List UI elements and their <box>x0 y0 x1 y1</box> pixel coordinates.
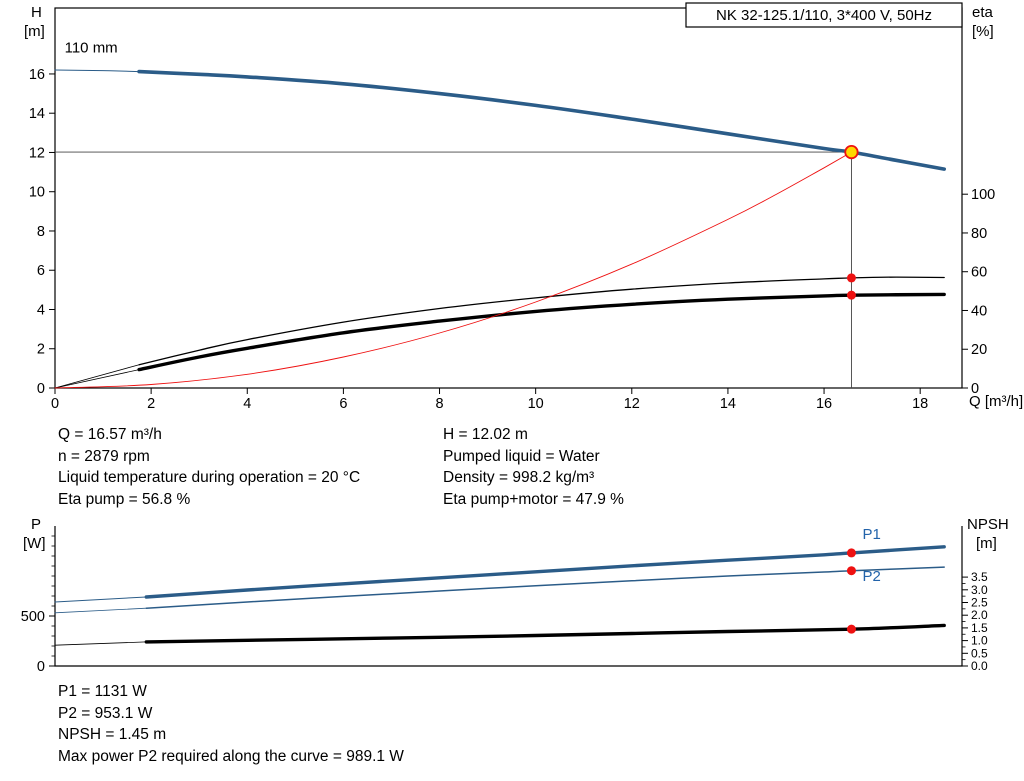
info-line: Density = 998.2 kg/m³ <box>443 469 595 486</box>
info-line: Q = 16.57 m³/h <box>58 426 162 443</box>
y-tick-label: 0 <box>37 659 45 675</box>
chart-title: NK 32-125.1/110, 3*400 V, 50Hz <box>716 7 932 24</box>
y-tick-label: 16 <box>29 67 45 83</box>
power-npsh-chart: 0 500 0.00.51.01.52.02.53.03.5 P1 P2 <box>21 526 988 675</box>
info-line: Max power P2 required along the curve = … <box>58 747 404 765</box>
y-tick-label: 8 <box>37 224 45 240</box>
duty-dot <box>846 548 856 558</box>
y2-tick-label: 1.0 <box>971 634 988 648</box>
info-line: P2 = 953.1 W <box>58 704 153 722</box>
duty-dot <box>846 624 856 634</box>
info-line: NPSH = 1.45 m <box>58 726 167 743</box>
duty-analysis-info: Q = 16.57 m³/h n = 2879 rpm Liquid tempera… <box>58 424 828 510</box>
y-tick-label: 10 <box>29 185 45 201</box>
info-line: Pumped liquid = Water <box>443 447 600 465</box>
info-line: Liquid temperature during operation = 20… <box>58 469 361 486</box>
y-tick-label: 14 <box>29 106 45 122</box>
y-tick-label: 2 <box>37 342 45 358</box>
x-tick-label: 2 <box>147 396 155 412</box>
curve-eta-pump-lead-in <box>54 364 140 389</box>
y2-tick-label: 0 <box>971 381 979 397</box>
x-tick-label: 10 <box>528 396 544 412</box>
power-npsh-info: P1 = 1131 W P2 = 953.1 W NPSH = 1.45 m Max … <box>58 681 404 767</box>
x-tick-label: 4 <box>243 396 251 412</box>
y2-tick-label: 100 <box>971 187 995 203</box>
curve-npsh-curve <box>144 623 946 644</box>
curve-eta-pump-motor-curve <box>137 292 946 372</box>
eta-axis-title: eta <box>972 4 993 21</box>
plot-axes <box>54 526 963 667</box>
x-tick-label: 8 <box>435 396 443 412</box>
p-axis-unit: [W] <box>23 535 46 552</box>
h-axis-unit: [m] <box>24 23 45 40</box>
info-line: Eta pump = 56.8 % <box>58 490 191 508</box>
plot-border <box>54 7 963 389</box>
x-tick-label: 12 <box>624 396 640 412</box>
curve-npsh-lead-in <box>54 641 147 646</box>
p-axis-title: P <box>31 516 42 533</box>
curve-label-p2: P2 <box>863 568 881 585</box>
y-tick-label: 6 <box>37 263 45 279</box>
impeller-size-label: 110 mm <box>65 39 118 56</box>
curve-p1-lead-in <box>54 596 147 603</box>
curve-eta-pump-motor-lead-in <box>54 369 140 389</box>
npsh-axis-title: NPSH <box>967 516 1009 533</box>
duty-info-left-column: Q = 16.57 m³/h n = 2879 rpm Liquid tempera… <box>58 424 443 510</box>
eta-axis-unit: [%] <box>972 23 994 40</box>
curve-p1-curve <box>144 545 946 599</box>
npsh-axis-unit: [m] <box>976 535 997 552</box>
y2-tick-label: 2.5 <box>971 596 988 610</box>
x-tick-label: 0 <box>51 396 59 412</box>
x-tick-label: 14 <box>720 396 736 412</box>
y-tick-label: 500 <box>21 609 45 625</box>
q-axis-title: Q [m³/h] <box>969 393 1024 410</box>
x-tick-label: 16 <box>816 396 832 412</box>
y2-tick-label: 20 <box>971 342 987 358</box>
h-axis-title: H <box>31 4 42 21</box>
duty-dot <box>846 290 856 300</box>
curve-p2-curve <box>145 566 945 609</box>
duty-dot <box>846 566 856 576</box>
curve-p2-lead-in <box>54 607 147 614</box>
duty-info-right-column: H = 12.02 m Pumped liquid = Water Density … <box>443 424 828 510</box>
y2-tick-label: 3.5 <box>971 570 988 584</box>
y-tick-label: 0 <box>37 381 45 397</box>
y2-tick-label: 80 <box>971 226 987 242</box>
y2-tick-label: 0.5 <box>971 646 988 660</box>
info-line: Eta pump+motor = 47.9 % <box>443 490 624 508</box>
y-tick-label: 12 <box>29 145 45 161</box>
y2-tick-label: 40 <box>971 303 987 319</box>
x-tick-label: 6 <box>339 396 347 412</box>
y2-tick-label: 1.5 <box>971 621 988 635</box>
y2-tick-label: 2.0 <box>971 608 988 622</box>
hq-eta-chart: 0 2 4 6 8 10 12 14 16 18 0 2 4 6 8 10 12 14 16 0 20 40 60 80 100… <box>29 2 995 412</box>
info-line: H = 12.02 m <box>443 426 528 443</box>
curve-system-curve <box>54 151 852 389</box>
info-line: P1 = 1131 W <box>58 683 147 700</box>
info-line: n = 2879 rpm <box>58 447 150 465</box>
x-tick-label: 18 <box>912 396 928 412</box>
duty-dot <box>846 273 856 283</box>
y2-tick-label: 60 <box>971 265 987 281</box>
curve-eta-pump-curve <box>138 276 945 366</box>
duty-point-marker <box>844 144 859 160</box>
curve-label-p1: P1 <box>863 526 881 543</box>
chart-title-box <box>685 2 963 28</box>
curve-head-curve <box>137 69 946 171</box>
y-tick-label: 4 <box>37 302 45 318</box>
y2-tick-label: 0.0 <box>971 659 988 673</box>
y2-tick-label: 3.0 <box>971 583 988 597</box>
curve-head-lead-in <box>54 69 140 73</box>
